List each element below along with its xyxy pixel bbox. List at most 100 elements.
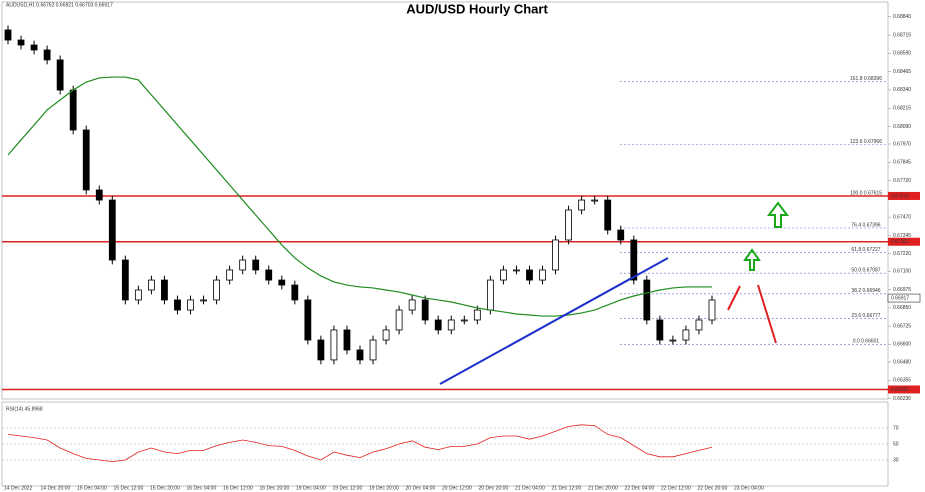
candle-body bbox=[630, 239, 638, 281]
x-tick-label: 16 Dec 12:00 bbox=[223, 485, 253, 491]
y-tick-label: 0.66975 bbox=[893, 287, 911, 293]
level-tag bbox=[888, 237, 920, 246]
candle-body bbox=[578, 199, 586, 211]
level-label: 0.66292 bbox=[891, 387, 909, 393]
x-tick-label: 20 Dec 04:00 bbox=[406, 485, 436, 491]
price-tag bbox=[887, 293, 921, 303]
candle-body bbox=[108, 199, 116, 261]
y-tick-label: 0.68215 bbox=[893, 106, 911, 112]
fib-label: 23.6 0.66777 bbox=[851, 313, 880, 319]
candle-body bbox=[552, 239, 559, 271]
rsi-panel bbox=[1, 401, 889, 487]
rsi-tick-label: 70 bbox=[893, 425, 899, 431]
candle-body bbox=[421, 299, 429, 321]
candle-body bbox=[187, 299, 194, 311]
level-label: 0.67615 bbox=[891, 193, 909, 199]
x-tick-label: 21 Dec 04:00 bbox=[515, 485, 545, 491]
y-tick-label: 0.68090 bbox=[893, 124, 911, 130]
fib-label: 100.0 0.67615 bbox=[850, 190, 882, 196]
candle-body bbox=[82, 129, 90, 191]
candle-body bbox=[473, 309, 481, 321]
y-tick-label: 0.67845 bbox=[893, 160, 911, 166]
candle-body bbox=[591, 199, 599, 202]
candle-body bbox=[617, 229, 625, 241]
x-tick-label: 22 Dec 20:00 bbox=[698, 485, 728, 491]
candle-body bbox=[513, 269, 520, 272]
candle-body bbox=[56, 59, 64, 91]
candle-body bbox=[200, 299, 207, 302]
candle-body bbox=[69, 89, 77, 131]
candle-body bbox=[252, 259, 260, 271]
fib-label: 38.2 0.66946 bbox=[851, 288, 880, 294]
green-arrow bbox=[743, 248, 761, 271]
candle-body bbox=[708, 299, 716, 321]
candle-body bbox=[278, 279, 286, 286]
x-tick-label: 15 Dec 12:00 bbox=[114, 485, 144, 491]
red-arrow-down bbox=[757, 284, 777, 344]
red-arrow-up bbox=[727, 285, 741, 311]
candle-body bbox=[317, 339, 325, 361]
y-tick-label: 0.68465 bbox=[893, 69, 911, 75]
x-tick-label: 22 Dec 04:00 bbox=[625, 485, 655, 491]
candle-body bbox=[174, 299, 181, 311]
candle-body bbox=[17, 39, 25, 46]
x-tick-label: 19 Dec 12:00 bbox=[333, 485, 363, 491]
x-tick-label: 23 Dec 04:00 bbox=[734, 485, 764, 491]
fib-label: 61.8 0.67227 bbox=[851, 247, 880, 253]
x-tick-label: 14 Dec 20:00 bbox=[41, 485, 71, 491]
candle-body bbox=[343, 329, 351, 351]
candle-body bbox=[695, 319, 703, 331]
x-tick-label: 15 Dec 04:00 bbox=[77, 485, 107, 491]
y-tick-label: 0.66480 bbox=[893, 359, 911, 365]
y-tick-label: 0.66600 bbox=[893, 342, 911, 348]
x-tick-label: 19 Dec 20:00 bbox=[369, 485, 399, 491]
candle-body bbox=[43, 49, 51, 61]
candle-body bbox=[460, 319, 468, 322]
candle-body bbox=[4, 29, 12, 41]
candle-body bbox=[539, 269, 546, 281]
x-tick-label: 22 Dec 12:00 bbox=[661, 485, 691, 491]
y-tick-label: 0.67100 bbox=[893, 269, 911, 275]
candle-body bbox=[356, 349, 364, 361]
price-label: 0.66917 bbox=[891, 295, 909, 301]
candle-body bbox=[643, 279, 651, 321]
y-tick-label: 0.67345 bbox=[893, 233, 911, 239]
candle-body bbox=[565, 209, 572, 241]
candle-body bbox=[226, 269, 234, 281]
x-tick-label: 20 Dec 20:00 bbox=[479, 485, 509, 491]
y-tick-label: 0.68590 bbox=[893, 51, 911, 57]
candle-body bbox=[148, 279, 155, 291]
y-tick-label: 0.66850 bbox=[893, 305, 911, 311]
y-tick-label: 0.66725 bbox=[893, 323, 911, 329]
candle-body bbox=[486, 279, 494, 311]
candle-body bbox=[382, 329, 390, 341]
candle-body bbox=[408, 299, 416, 311]
fib-label: 123.6 0.67966 bbox=[850, 139, 882, 145]
y-tick-label: 0.67220 bbox=[893, 251, 911, 257]
y-tick-label: 0.68340 bbox=[893, 87, 911, 93]
level-label: 0.67302 bbox=[891, 239, 909, 245]
trend-line bbox=[439, 257, 669, 385]
rsi-tick-label: 50 bbox=[893, 441, 899, 447]
candle-body bbox=[330, 329, 338, 361]
y-tick-label: 0.68840 bbox=[893, 14, 911, 20]
y-tick-label: 0.68715 bbox=[893, 32, 911, 38]
candle-body bbox=[395, 309, 403, 331]
level-tag bbox=[888, 191, 920, 200]
candle-body bbox=[265, 269, 273, 281]
x-tick-label: 15 Dec 20:00 bbox=[150, 485, 180, 491]
chart-title: AUD/USD Hourly Chart bbox=[406, 1, 548, 16]
x-tick-label: 16 Dec 04:00 bbox=[187, 485, 217, 491]
candle-body bbox=[121, 259, 129, 301]
main-panel bbox=[1, 1, 889, 400]
candle-body bbox=[656, 319, 664, 341]
y-tick-label: 0.66230 bbox=[893, 396, 911, 402]
candle-body bbox=[434, 319, 442, 331]
rsi-title: RSI(14) 45.8968 bbox=[6, 406, 43, 412]
rsi-line bbox=[7, 424, 713, 463]
candle-body bbox=[30, 44, 38, 51]
candle-body bbox=[239, 259, 247, 271]
fib-label: 76.4 0.67396 bbox=[851, 222, 880, 228]
candle-body bbox=[304, 299, 312, 341]
